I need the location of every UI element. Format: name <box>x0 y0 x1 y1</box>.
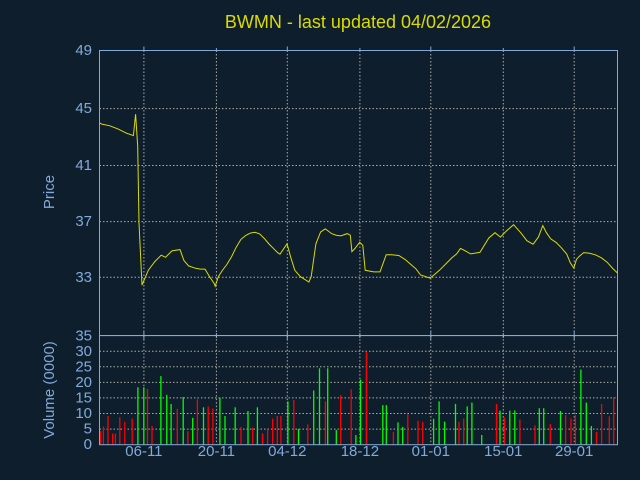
svg-text:Volume (0000): Volume (0000) <box>41 341 58 439</box>
svg-text:20-11: 20-11 <box>198 443 235 460</box>
svg-text:35: 35 <box>75 328 92 345</box>
svg-text:18-12: 18-12 <box>341 443 379 460</box>
svg-text:5: 5 <box>84 421 92 438</box>
svg-text:01-01: 01-01 <box>412 443 450 460</box>
svg-text:20: 20 <box>75 374 92 391</box>
svg-text:BWMN - last updated 04/02/2026: BWMN - last updated 04/02/2026 <box>225 12 491 32</box>
svg-text:41: 41 <box>75 157 92 174</box>
svg-text:06-11: 06-11 <box>125 443 162 460</box>
svg-text:04-12: 04-12 <box>268 443 306 460</box>
svg-text:15: 15 <box>75 390 92 407</box>
svg-text:30: 30 <box>75 343 92 360</box>
svg-text:15-01: 15-01 <box>484 443 522 460</box>
svg-text:25: 25 <box>75 359 92 376</box>
svg-text:33: 33 <box>75 269 92 286</box>
svg-text:0: 0 <box>84 436 92 453</box>
svg-text:Price: Price <box>41 175 58 209</box>
svg-text:45: 45 <box>75 100 92 117</box>
svg-text:37: 37 <box>75 213 92 230</box>
svg-text:49: 49 <box>75 42 92 59</box>
svg-text:29-01: 29-01 <box>555 443 593 460</box>
svg-text:10: 10 <box>75 405 92 422</box>
